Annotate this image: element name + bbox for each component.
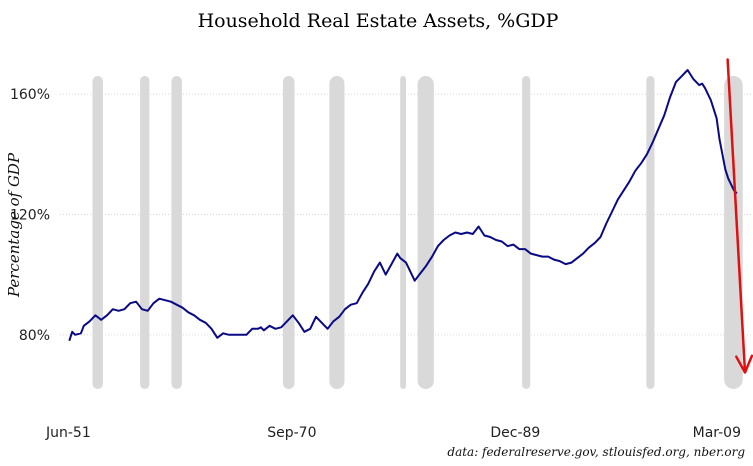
arrow-shaft: [726, 58, 747, 374]
y-tick-label: 120%: [10, 207, 50, 223]
recession-band: [522, 76, 531, 389]
trend-arrow: [726, 58, 753, 374]
arrow-head: [735, 354, 753, 374]
recession-band: [724, 76, 743, 389]
y-axis-ticks: 80% 120% 160%: [10, 87, 50, 344]
recession-band: [329, 76, 345, 389]
recession-band: [282, 76, 295, 389]
x-tick-label: Jun-51: [45, 425, 91, 441]
chart-title: Household Real Estate Assets, %GDP: [198, 10, 559, 32]
x-tick-label: Dec-89: [490, 425, 540, 441]
recession-band: [646, 76, 655, 389]
y-axis-label: Percentage of GDP: [5, 152, 23, 298]
recession-band: [171, 76, 182, 389]
y-tick-label: 80%: [19, 328, 50, 344]
recession-band: [400, 76, 406, 389]
recession-band: [140, 76, 150, 389]
recession-bands: [92, 76, 743, 389]
series-layer: [68, 69, 738, 342]
series-line: [68, 69, 738, 342]
y-tick-label: 160%: [10, 87, 50, 103]
x-tick-label: Mar-09: [693, 425, 741, 441]
x-axis-ticks: Jun-51 Sep-70 Dec-89 Mar-09: [45, 425, 741, 441]
source-note: data: federalreserve.gov, stlouisfed.org…: [447, 445, 745, 459]
recession-band: [417, 76, 434, 389]
recession-band: [92, 76, 103, 389]
x-tick-label: Sep-70: [267, 425, 316, 441]
